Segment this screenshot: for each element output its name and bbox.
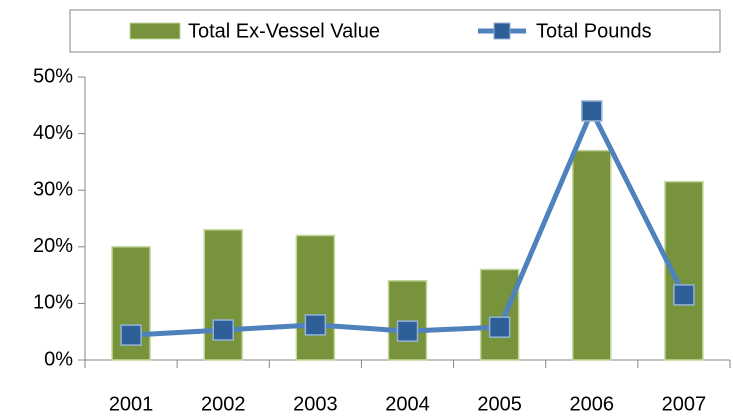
y-tick-label: 50% [33,65,73,87]
bar [479,268,520,361]
legend-label: Total Ex-Vessel Value [188,20,380,42]
marker [581,100,603,122]
legend-swatch [129,22,181,40]
bar [111,246,151,361]
x-tick-label: 2002 [201,393,246,415]
marker [673,284,695,306]
marker [120,324,142,346]
marker [488,316,511,338]
y-tick-label: 40% [33,122,73,144]
x-tick-label: 2003 [293,393,338,415]
y-tick-label: 20% [33,235,73,257]
y-tick-label: 10% [33,292,73,314]
x-tick-label: 2001 [109,393,154,415]
y-tick-label: 30% [33,178,73,200]
x-tick-label: 2005 [477,393,522,415]
marker [304,314,327,336]
x-tick-label: 2004 [385,393,430,415]
marker [396,320,419,342]
bar [295,234,336,361]
legend-label: Total Pounds [536,20,652,42]
x-tick-label: 2006 [570,393,615,415]
y-tick-label: 0% [44,348,73,370]
legend-marker [493,22,511,40]
bar [387,280,428,361]
x-tick-label: 2007 [662,393,707,415]
bar [572,149,612,361]
marker [212,319,234,341]
